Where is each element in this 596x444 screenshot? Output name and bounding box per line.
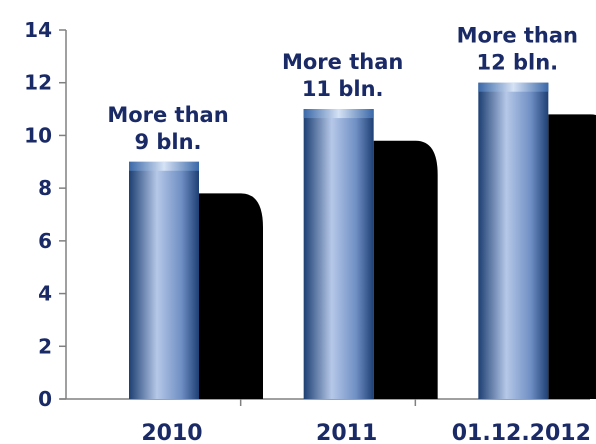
- bar-01.12.2012: [478, 82, 549, 399]
- bar-shadow: [548, 114, 596, 399]
- bar-layer: [129, 82, 549, 400]
- shadow-layer: [199, 114, 596, 399]
- bar-data-label: More than 11 bln.: [282, 50, 403, 101]
- bar-data-label-line: More than: [457, 24, 578, 48]
- y-tick-label: 8: [38, 176, 52, 200]
- bar-data-label-line: More than: [282, 50, 403, 74]
- bar-top-cap: [478, 82, 549, 92]
- label-layer: 2010 More than 9 bln. 2011 More than 11 bln. 0…: [107, 24, 591, 444]
- bar-data-label-line: More than: [107, 103, 228, 127]
- bar-data-label-line: 9 bln.: [134, 130, 201, 154]
- bar-top-cap: [303, 109, 374, 119]
- bar-shadow: [373, 140, 438, 399]
- y-tick-label: 2: [38, 334, 52, 358]
- y-tick-label: 6: [38, 229, 52, 253]
- y-tick-label: 10: [24, 123, 52, 147]
- bar-shadow: [199, 193, 263, 399]
- bar-data-label-line: 12 bln.: [476, 51, 558, 75]
- bar-top-cap: [129, 161, 199, 171]
- y-tick-label: 14: [24, 18, 52, 42]
- bar-2011: [303, 109, 374, 400]
- y-tick-label: 4: [38, 282, 52, 306]
- bar-data-label-line: 11 bln.: [302, 77, 384, 101]
- y-tick-label: 12: [24, 71, 52, 95]
- bar-2010: [129, 161, 199, 399]
- bar-data-label: More than 12 bln.: [457, 24, 578, 75]
- x-category-label: 2010: [141, 421, 202, 444]
- bar-data-label: More than 9 bln.: [107, 103, 228, 154]
- x-category-label: 2011: [316, 421, 377, 444]
- x-category-label: 01.12.2012: [452, 421, 591, 444]
- y-tick-label: 0: [38, 387, 52, 411]
